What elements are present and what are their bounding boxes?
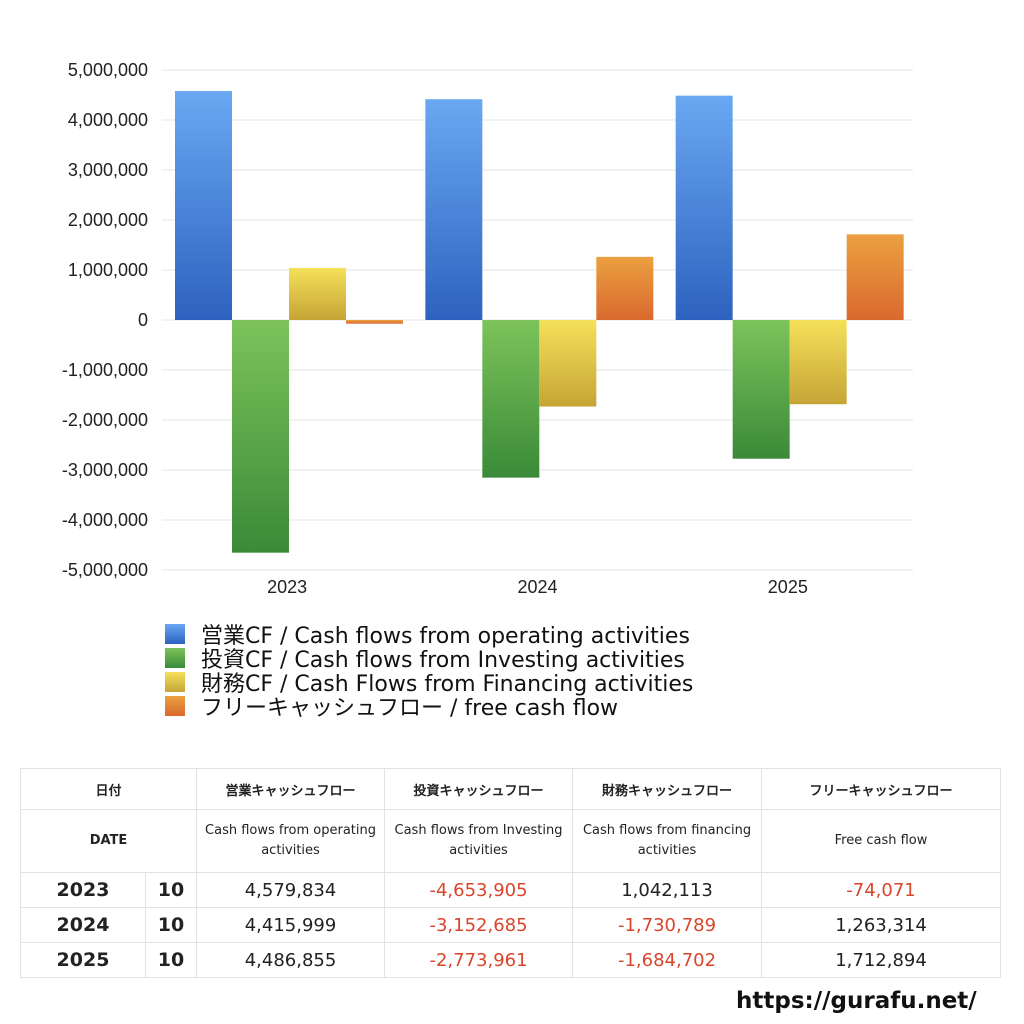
header-operating-jp: 営業キャッシュフロー [196, 768, 386, 810]
bar-free-2025 [846, 234, 904, 320]
header-financing-jp: 財務キャッシュフロー [572, 768, 763, 810]
cell-investing: -4,653,905 [384, 872, 574, 908]
legend-swatch-operating [165, 624, 185, 644]
cell-financing: -1,730,789 [572, 907, 763, 943]
legend-label: 投資CF / Cash flows from Investing activit… [201, 648, 685, 673]
bar-free-2023 [346, 320, 403, 324]
y-tick-label: -1,000,000 [62, 360, 148, 380]
row-year: 2025 [20, 942, 146, 978]
bar-financing-2024 [539, 320, 597, 407]
header-investing-jp: 投資キャッシュフロー [384, 768, 574, 810]
legend-item-financing: 財務CF / Cash Flows from Financing activit… [165, 670, 693, 697]
bar-financing-2025 [789, 320, 847, 405]
cell-free: 1,712,894 [761, 942, 1002, 978]
y-axis-ticks: 5,000,000 4,000,000 3,000,000 2,000,000 1,00… [62, 60, 148, 580]
x-tick-label: 2024 [517, 577, 557, 597]
site-url: https://gurafu.net/ [736, 988, 977, 1014]
table-header-en: DATE Cash flows from operating activitie… [19, 809, 1002, 873]
x-tick-label: 2023 [267, 577, 307, 597]
header-date-en: DATE [19, 809, 198, 873]
cell-free: 1,263,314 [761, 907, 1002, 943]
header-date-jp: 日付 [19, 768, 198, 810]
bar-operating-2024 [425, 99, 483, 321]
cell-investing: -3,152,685 [384, 907, 574, 943]
header-investing-en: Cash flows from Investing activities [384, 809, 574, 873]
legend: 営業CF / Cash flows from operating activit… [165, 622, 693, 721]
header-financing-en: Cash flows from financing activities [572, 809, 763, 873]
bars [175, 91, 904, 553]
legend-item-free: フリーキャッシュフロー / free cash flow [165, 694, 693, 721]
legend-item-operating: 営業CF / Cash flows from operating activit… [165, 622, 693, 649]
cell-operating: 4,415,999 [196, 907, 386, 943]
legend-swatch-financing [165, 672, 185, 692]
row-month: 10 [144, 872, 198, 908]
bar-financing-2023 [289, 267, 346, 320]
cell-financing: 1,042,113 [572, 872, 763, 908]
y-tick-label: 1,000,000 [68, 260, 148, 280]
legend-label: 財務CF / Cash Flows from Financing activit… [201, 672, 694, 697]
cash-flow-table: 日付 営業キャッシュフロー 投資キャッシュフロー 財務キャッシュフロー フリーキ… [19, 768, 1002, 978]
bar-investing-2024 [482, 320, 540, 478]
y-tick-label: 3,000,000 [68, 160, 148, 180]
bar-operating-2025 [675, 95, 733, 320]
cell-free: -74,071 [761, 872, 1002, 908]
legend-label: フリーキャッシュフロー / free cash flow [201, 696, 619, 721]
row-year: 2024 [20, 907, 146, 943]
table-row: 2025 10 4,486,855 -2,773,961 -1,684,702 … [20, 942, 1002, 978]
x-axis-ticks: 2023 2024 2025 [267, 577, 808, 597]
cash-flow-chart: 5,000,000 4,000,000 3,000,000 2,000,000 1,00… [62, 60, 913, 597]
legend-swatch-free [165, 696, 185, 716]
bar-operating-2023 [175, 91, 232, 320]
legend-swatch-investing [165, 648, 185, 668]
table-row: 2023 10 4,579,834 -4,653,905 1,042,113 -… [20, 872, 1002, 908]
cell-operating: 4,486,855 [196, 942, 386, 978]
bar-free-2024 [596, 256, 654, 320]
y-tick-label: -2,000,000 [62, 410, 148, 430]
cell-operating: 4,579,834 [196, 872, 386, 908]
legend-label: 営業CF / Cash flows from operating activit… [201, 624, 690, 649]
y-tick-label: -5,000,000 [62, 560, 148, 580]
table-row: 2024 10 4,415,999 -3,152,685 -1,730,789 … [20, 907, 1002, 943]
y-tick-label: 4,000,000 [68, 110, 148, 130]
bar-investing-2025 [732, 320, 790, 459]
cell-financing: -1,684,702 [572, 942, 763, 978]
y-tick-label: 0 [138, 310, 148, 330]
y-tick-label: -3,000,000 [62, 460, 148, 480]
header-operating-en: Cash flows from operating activities [196, 809, 386, 873]
table-header-jp: 日付 営業キャッシュフロー 投資キャッシュフロー 財務キャッシュフロー フリーキ… [19, 768, 1002, 810]
legend-item-investing: 投資CF / Cash flows from Investing activit… [165, 646, 693, 673]
row-year: 2023 [20, 872, 146, 908]
y-tick-label: -4,000,000 [62, 510, 148, 530]
header-free-jp: フリーキャッシュフロー [761, 768, 1002, 810]
row-month: 10 [144, 907, 198, 943]
y-tick-label: 5,000,000 [68, 60, 148, 80]
y-tick-label: 2,000,000 [68, 210, 148, 230]
header-free-en: Free cash flow [761, 809, 1002, 873]
x-tick-label: 2025 [768, 577, 808, 597]
cell-investing: -2,773,961 [384, 942, 574, 978]
row-month: 10 [144, 942, 198, 978]
bar-investing-2023 [232, 320, 289, 553]
